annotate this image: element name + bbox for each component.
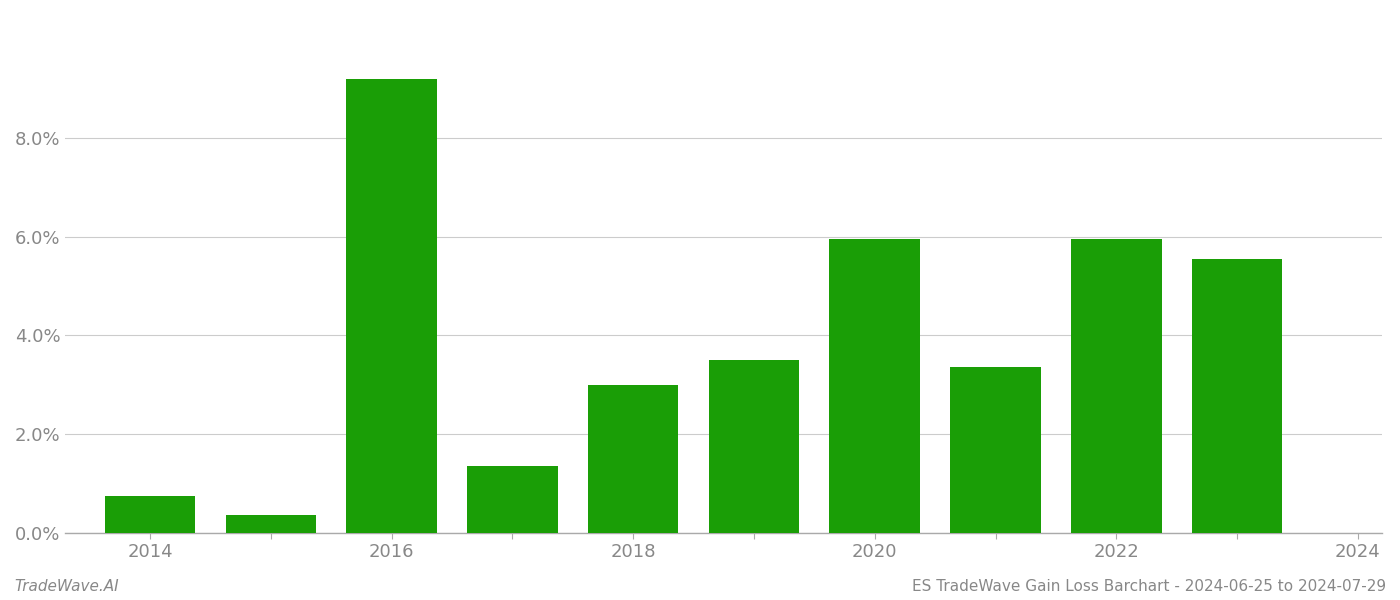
Bar (225, 515, 316, 533)
Text: ES TradeWave Gain Loss Barchart - 2024-06-25 to 2024-07-29: ES TradeWave Gain Loss Barchart - 2024-0… (911, 579, 1386, 594)
Bar (346, 79, 437, 533)
Bar (829, 239, 920, 533)
Bar (468, 466, 557, 533)
Text: TradeWave.AI: TradeWave.AI (14, 579, 119, 594)
Bar (1071, 239, 1162, 533)
Bar (105, 496, 196, 533)
Bar (1191, 259, 1282, 533)
Bar (708, 360, 799, 533)
Bar (588, 385, 679, 533)
Bar (951, 367, 1040, 533)
